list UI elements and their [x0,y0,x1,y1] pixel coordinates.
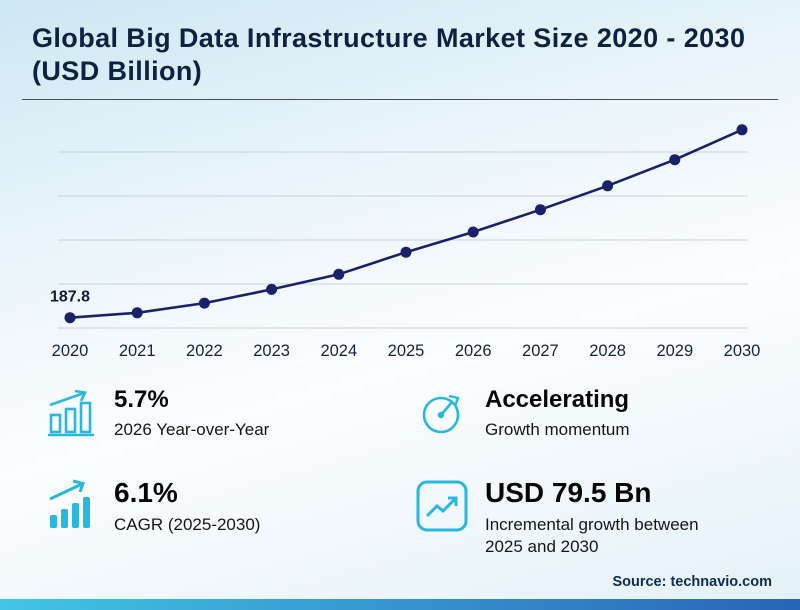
source-credit: Source: technavio.com [612,574,772,590]
ascending-bars-arrow-icon [44,479,98,536]
svg-text:2026: 2026 [455,342,492,360]
svg-text:2028: 2028 [589,342,626,360]
cagr-value: 6.1% [114,477,178,508]
svg-text:2029: 2029 [656,342,693,360]
stat-incremental-text: USD 79.5 Bn Incremental growth between 2… [485,477,725,558]
growth-bars-icon [44,388,98,443]
stat-incremental: USD 79.5 Bn Incremental growth between 2… [415,477,760,558]
yoy-value: 5.7% [114,386,169,413]
svg-text:2024: 2024 [320,342,357,360]
market-size-line-chart: 187.8 2020 2021 2022 2023 2024 2025 2026 2027 202… [50,124,761,360]
stats-grid: 5.7% 2026 Year-over-Year Accelerating Gr… [44,386,760,558]
stat-cagr-text: 6.1% CAGR (2025-2030) [114,477,260,536]
stat-yoy: 5.7% 2026 Year-over-Year [44,386,389,443]
bottom-accent-bar [0,599,800,610]
incremental-label: Incremental growth between 2025 and 2030 [485,515,699,557]
stat-yoy-text: 5.7% 2026 Year-over-Year [114,386,269,441]
svg-text:2030: 2030 [724,342,761,360]
stat-momentum-text: Accelerating Growth momentum [485,386,630,441]
gauge-icon [415,388,469,443]
stat-momentum: Accelerating Growth momentum [415,386,760,443]
svg-text:2027: 2027 [522,342,559,360]
svg-text:2021: 2021 [119,342,156,360]
title-divider [22,99,778,100]
svg-text:2020: 2020 [52,342,89,360]
yoy-label: 2026 Year-over-Year [114,420,270,439]
momentum-label: Growth momentum [485,420,630,439]
incremental-value: USD 79.5 Bn [485,477,652,508]
svg-text:2023: 2023 [253,342,290,360]
svg-text:187.8: 187.8 [50,289,90,306]
chart-box-icon [415,479,469,538]
svg-text:2022: 2022 [186,342,223,360]
cagr-label: CAGR (2025-2030) [114,515,261,534]
svg-text:2025: 2025 [388,342,425,360]
page-title: Global Big Data Infrastructure Market Si… [32,23,746,87]
stat-cagr: 6.1% CAGR (2025-2030) [44,477,389,558]
momentum-value: Accelerating [485,386,630,413]
